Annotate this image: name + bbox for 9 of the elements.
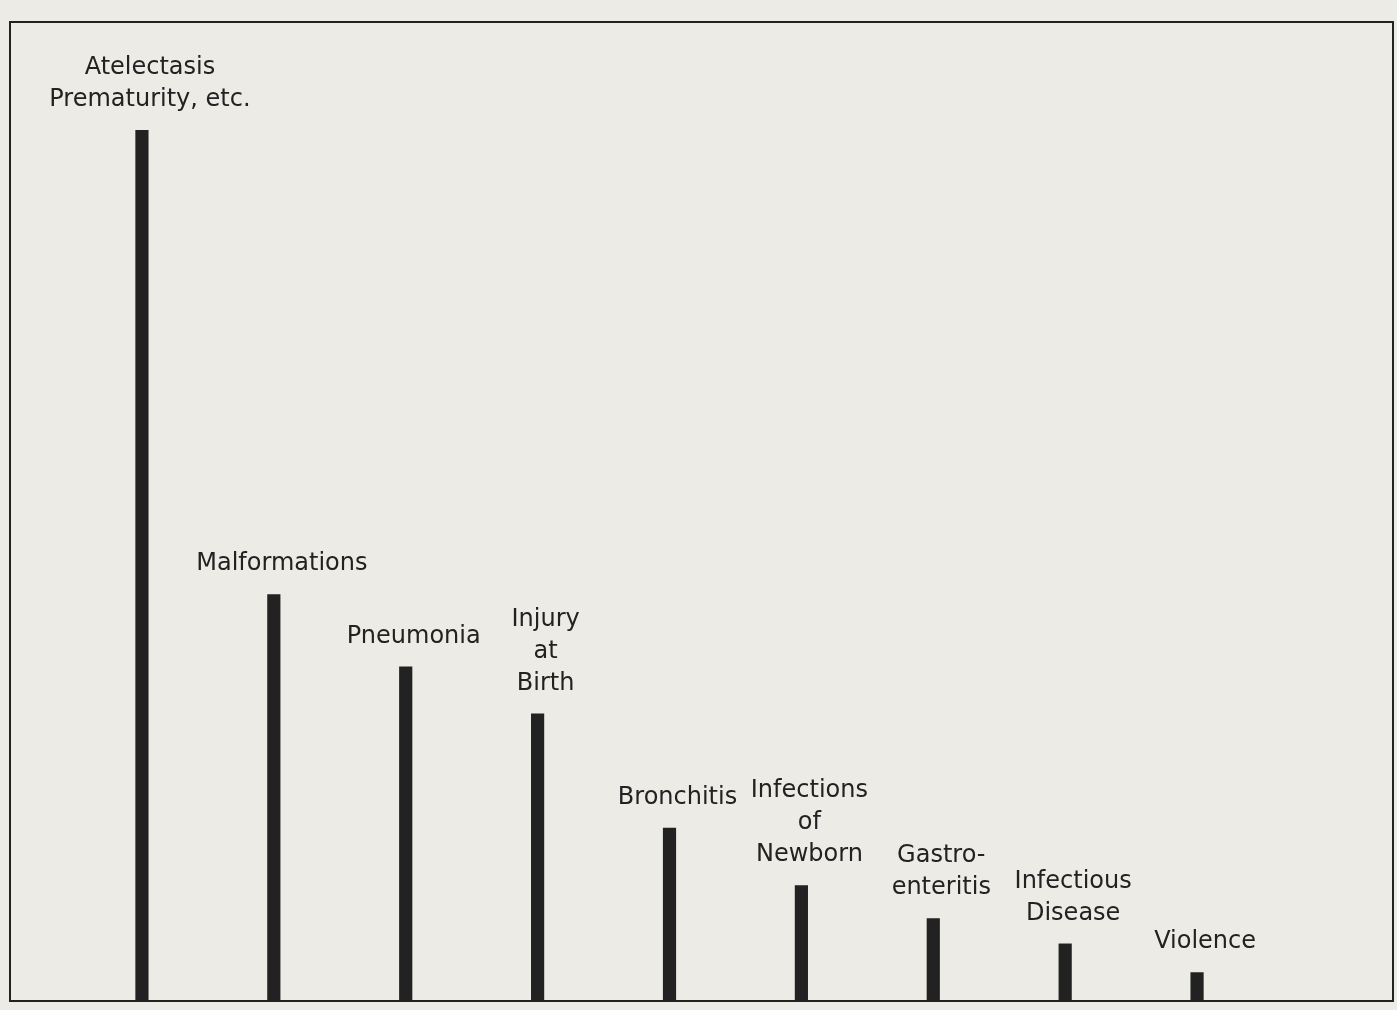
x-tick-label: Infections of Newborn bbox=[750, 775, 868, 868]
x-tick-label: Pneumonia bbox=[346, 620, 481, 649]
x-tick-label: Injury at Birth bbox=[511, 603, 580, 696]
x-tick-label: Atelectasis Prematurity, etc. bbox=[49, 52, 251, 112]
x-tick-label: Malformations bbox=[196, 548, 368, 577]
x-tick-label: Bronchitis bbox=[617, 781, 738, 810]
x-tick-label: Gastro- enteritis bbox=[891, 840, 991, 901]
x-tick-label: Infectious Disease bbox=[1014, 865, 1132, 926]
x-tick-label: Violence bbox=[1154, 926, 1256, 955]
